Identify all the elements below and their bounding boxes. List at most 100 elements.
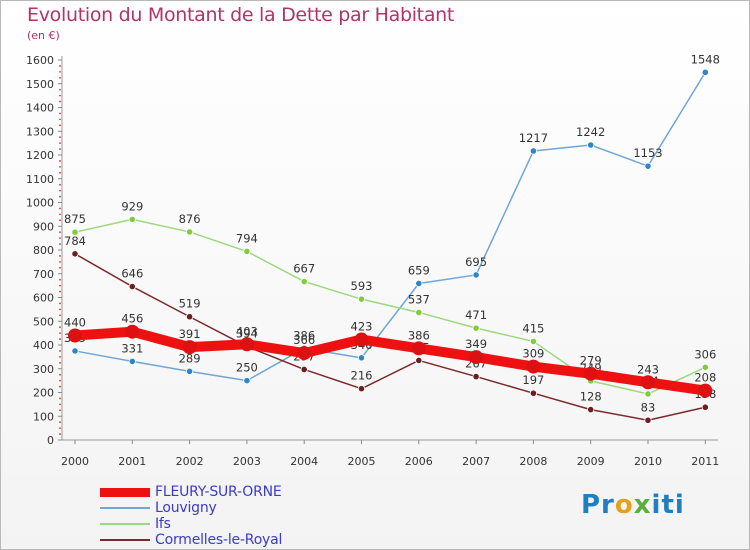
y-minor-tick [59,290,61,293]
y-minor-tick [59,70,61,73]
y-minor-tick [59,278,61,281]
data-label: 243 [637,362,659,376]
series-line-louvigny [74,71,707,382]
data-point [529,337,538,346]
x-tick-label: 2007 [462,455,490,468]
data-label: 440 [64,316,86,330]
x-tick-label: 2003 [233,455,261,468]
data-point [526,359,541,374]
y-minor-tick [59,88,61,91]
data-point [698,383,713,398]
y-minor-tick [59,195,61,198]
data-point [71,228,79,236]
legend-item: Louvigny [100,500,282,516]
data-label: 250 [236,361,258,375]
y-minor-tick [59,379,61,382]
y-minor-tick [59,207,61,210]
y-tick-label: 400 [33,339,54,352]
data-label: 929 [121,199,143,213]
series-line-fleury-sur-orne [70,326,711,396]
y-minor-tick [59,213,61,216]
data-point [125,324,140,339]
y-minor-tick [59,361,61,364]
data-point [357,385,366,393]
y-minor-tick [59,171,61,174]
x-tick-label: 2006 [405,455,433,468]
y-minor-tick [59,284,61,287]
data-point [68,328,82,343]
data-label: 306 [694,347,716,361]
data-point [472,372,480,381]
x-tick-label: 2005 [348,455,376,468]
data-label: 646 [121,267,143,281]
y-minor-tick [59,100,61,103]
legend-label: FLEURY-SUR-ORNE [155,484,282,500]
y-minor-tick [59,308,61,311]
x-tick-label: 2008 [519,455,547,468]
data-label: 309 [522,347,544,361]
legend-item: Cormelles-le-Royal [100,532,282,548]
y-minor-tick [59,231,61,234]
data-label: 659 [408,263,430,277]
data-point [701,68,709,76]
y-minor-tick [59,219,61,222]
y-minor-tick [59,403,61,406]
proxiti-logo: Proxiti [581,490,685,520]
data-label: 128 [580,390,602,404]
data-point [587,405,595,414]
y-tick-label: 200 [33,387,54,400]
data-point [701,403,709,411]
y-minor-tick [59,183,61,186]
data-label: 537 [408,292,430,306]
data-label: 784 [64,234,86,248]
data-label: 1242 [576,125,605,139]
data-point [71,347,79,355]
y-tick-label: 800 [33,244,54,257]
x-tick-label: 2002 [176,455,204,468]
data-label: 1217 [519,131,548,145]
data-point [128,282,136,291]
data-point [701,363,709,371]
data-point [239,337,254,352]
data-label: 289 [179,351,201,365]
y-minor-tick [59,355,61,358]
y-tick-label: 0 [47,434,54,447]
data-label: 415 [522,321,544,335]
y-minor-tick [59,373,61,376]
y-tick-label: 1500 [26,78,54,91]
y-minor-tick [59,165,61,168]
data-label: 1153 [633,146,662,160]
data-label: 794 [236,231,258,245]
y-tick-label: 1000 [26,197,54,210]
y-minor-tick [59,302,61,305]
data-point [243,247,251,256]
data-label: 386 [293,328,315,342]
y-minor-tick [59,160,61,162]
data-label: 667 [293,262,315,276]
data-label: 1548 [691,52,720,66]
legend-swatch [100,539,150,541]
y-minor-tick [59,189,61,192]
y-minor-tick [59,142,61,145]
data-point [71,250,79,258]
y-minor-tick [59,397,61,400]
data-point [186,367,194,375]
data-point [415,279,423,288]
data-label: 331 [121,341,143,355]
data-label: 403 [236,324,258,338]
data-point [469,350,484,365]
series-line-cormelles-le-royal [74,253,707,422]
legend-swatch [100,507,150,509]
data-label: 197 [522,373,544,387]
chart-legend: FLEURY-SUR-ORNE Louvigny Ifs Cormelles-le-R… [100,484,282,548]
data-label: 366 [293,333,315,347]
data-label: 391 [179,327,201,341]
y-minor-tick [59,243,61,245]
y-tick-label: 1600 [26,54,54,67]
data-point [411,341,426,356]
legend-swatch [100,487,150,497]
data-point [357,295,366,303]
data-point [300,277,308,286]
